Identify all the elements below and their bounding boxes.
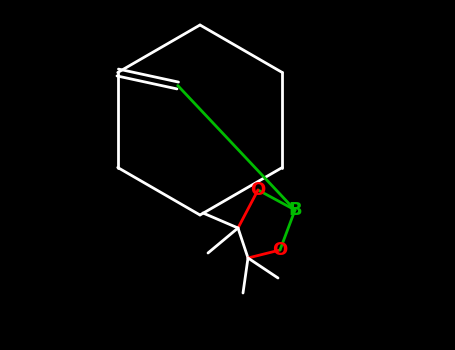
Text: O: O <box>273 241 288 259</box>
Text: O: O <box>250 181 266 199</box>
Text: B: B <box>288 201 302 219</box>
